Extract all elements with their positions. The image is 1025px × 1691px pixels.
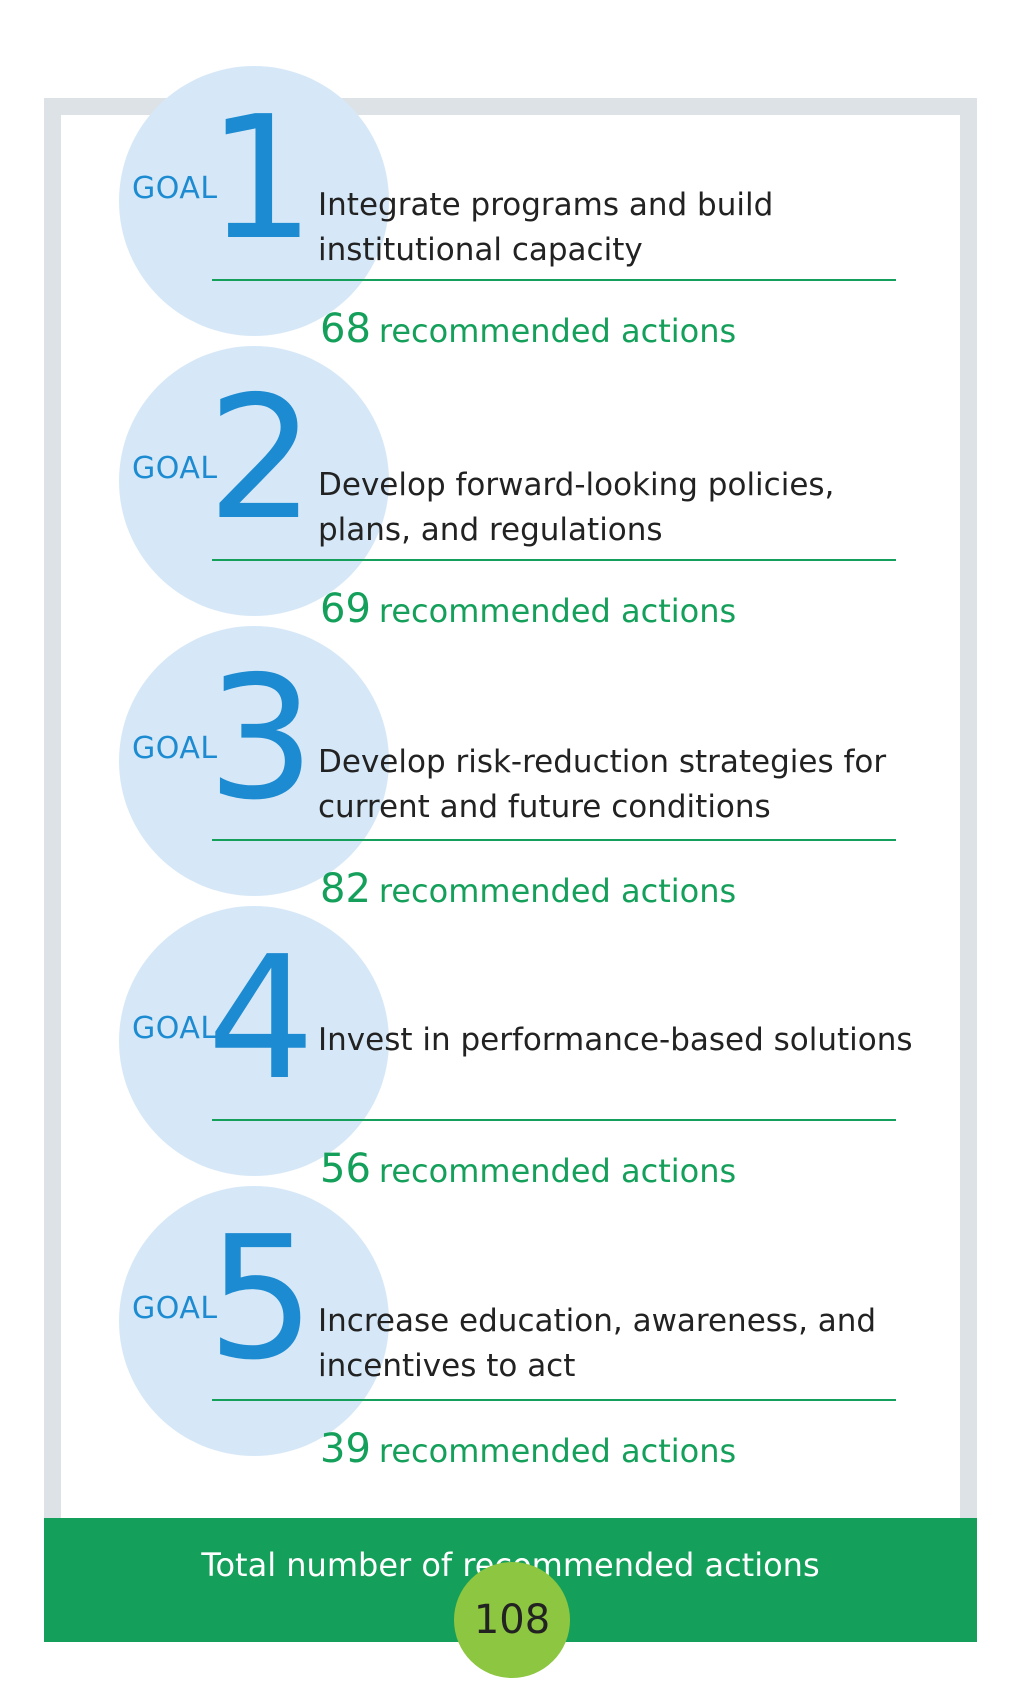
- goal-1-block: GOAL 1 Integrate programs and build inst…: [0, 66, 1025, 352]
- total-circle: 108: [454, 1562, 570, 1678]
- goal-5-description: Increase education, awareness, and incen…: [318, 1299, 918, 1389]
- goal-4-circle: [119, 906, 389, 1176]
- goal-3-circle: [119, 626, 389, 896]
- goal-4-description: Invest in performance-based solutions: [318, 1018, 918, 1063]
- goal-2-actions: 69 recommended actions: [320, 586, 736, 632]
- goal-4-word: GOAL: [132, 1011, 218, 1046]
- goal-5-action-count: 39: [320, 1426, 371, 1472]
- goal-4-divider: [212, 1119, 896, 1121]
- goal-2-word: GOAL: [132, 451, 218, 486]
- goal-3-divider: [212, 839, 896, 841]
- goal-5-circle: [119, 1186, 389, 1456]
- goal-5-description-line1: Increase education, awareness, and: [318, 1303, 877, 1339]
- goal-2-number: 2: [207, 360, 316, 558]
- goal-1-description: Integrate programs and build institution…: [318, 183, 918, 273]
- goal-3-description: Develop risk-reduction strategies for cu…: [318, 740, 918, 830]
- goal-2-divider: [212, 559, 896, 561]
- goal-2-description: Develop forward-looking policies, plans,…: [318, 463, 918, 553]
- goal-5-block: GOAL 5 Increase education, awareness, an…: [0, 1186, 1025, 1472]
- goal-3-word: GOAL: [132, 731, 218, 766]
- goal-3-description-line1: Develop risk-reduction strategies for: [318, 744, 887, 780]
- goal-4-action-label: recommended actions: [378, 1152, 737, 1190]
- goal-1-description-line1: Integrate programs and build: [318, 187, 774, 223]
- goal-1-number: 1: [207, 80, 316, 278]
- goal-4-actions: 56 recommended actions: [320, 1146, 736, 1192]
- goal-1-description-line2: institutional capacity: [318, 232, 643, 268]
- goal-1-divider: [212, 279, 896, 281]
- goal-3-action-count: 82: [320, 866, 371, 912]
- goal-1-action-label: recommended actions: [378, 312, 737, 350]
- goal-1-actions: 68 recommended actions: [320, 306, 736, 352]
- goal-4-action-count: 56: [320, 1146, 371, 1192]
- goal-1-circle: [119, 66, 389, 336]
- goal-5-number: 5: [207, 1200, 316, 1398]
- goal-3-description-line2: current and future conditions: [318, 789, 771, 825]
- goal-1-word: GOAL: [132, 171, 218, 206]
- goal-5-action-label: recommended actions: [378, 1432, 737, 1470]
- goal-2-description-line1: Develop forward-looking policies,: [318, 467, 835, 503]
- goal-5-actions: 39 recommended actions: [320, 1426, 736, 1472]
- goal-3-action-label: recommended actions: [378, 872, 737, 910]
- goal-5-description-line2: incentives to act: [318, 1348, 576, 1384]
- goal-2-description-line2: plans, and regulations: [318, 512, 663, 548]
- goal-3-actions: 82 recommended actions: [320, 866, 736, 912]
- goal-1-action-count: 68: [320, 306, 371, 352]
- goal-2-block: GOAL 2 Develop forward-looking policies,…: [0, 346, 1025, 632]
- goal-5-divider: [212, 1399, 896, 1401]
- total-value: 108: [473, 1597, 551, 1643]
- goal-4-block: GOAL 4 Invest in performance-based solut…: [0, 906, 1025, 1192]
- goal-4-description-line1: Invest in performance-based solutions: [318, 1022, 913, 1058]
- goal-3-number: 3: [207, 640, 316, 838]
- goal-2-action-label: recommended actions: [378, 592, 737, 630]
- goal-3-block: GOAL 3 Develop risk-reduction strategies…: [0, 626, 1025, 912]
- goal-2-circle: [119, 346, 389, 616]
- goal-5-word: GOAL: [132, 1291, 218, 1326]
- goal-2-action-count: 69: [320, 586, 371, 632]
- goal-4-number: 4: [207, 920, 316, 1118]
